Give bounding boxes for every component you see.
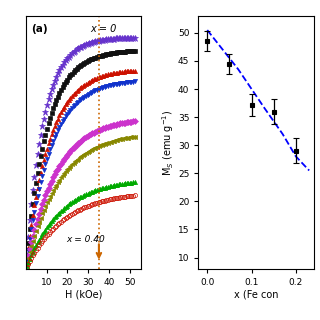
Text: (a): (a) — [31, 24, 48, 34]
X-axis label: x (Fe con: x (Fe con — [234, 290, 278, 300]
Text: x = 0: x = 0 — [91, 24, 117, 34]
Y-axis label: M$_S$ (emu g$^{-1}$): M$_S$ (emu g$^{-1}$) — [161, 109, 177, 176]
Text: x = 0.40: x = 0.40 — [66, 235, 105, 244]
X-axis label: H (kOe): H (kOe) — [65, 290, 102, 300]
